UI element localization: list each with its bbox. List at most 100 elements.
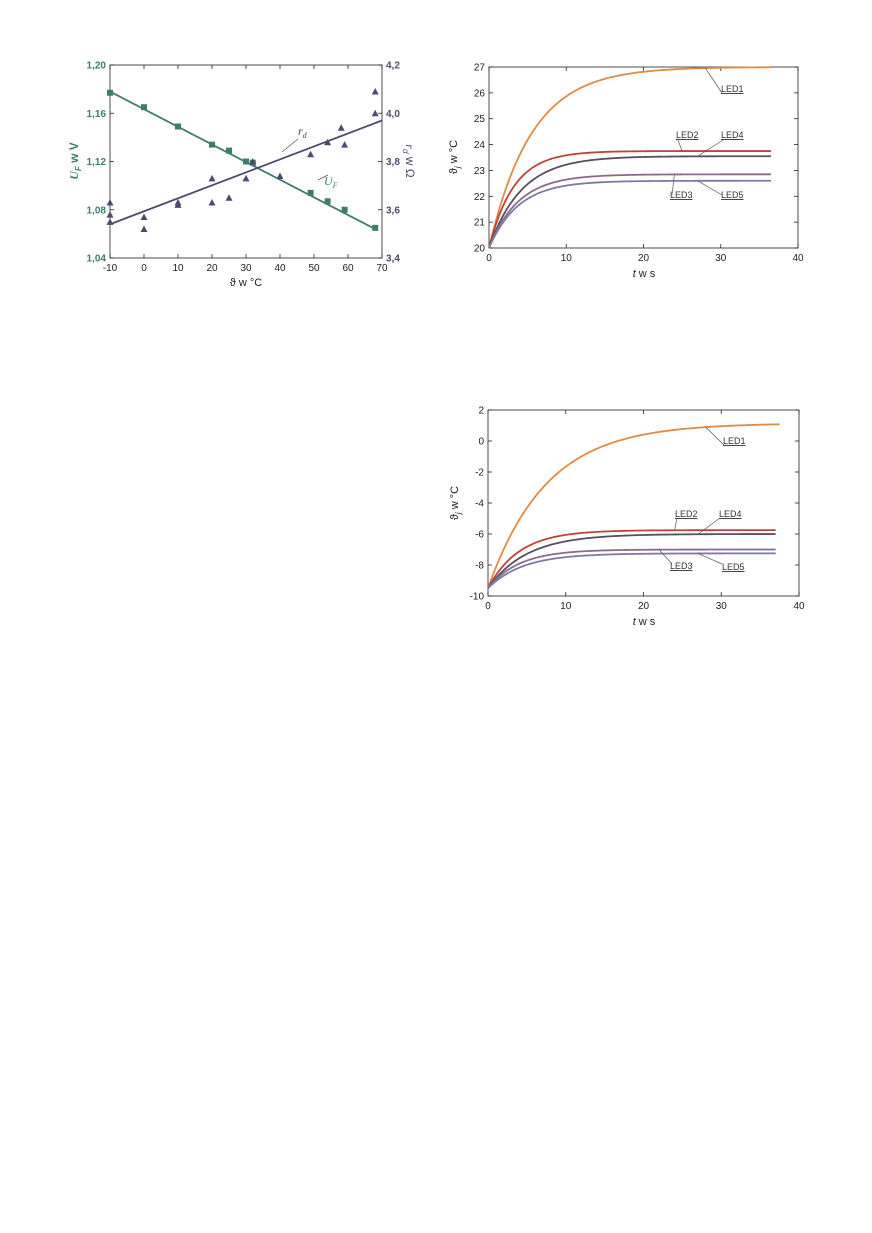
- y-left-tick-label: 1,04: [87, 254, 107, 265]
- rd-data-point: [341, 141, 349, 148]
- y-tick-label: 26: [474, 88, 486, 99]
- rd-data-point: [106, 218, 114, 225]
- y-tick-label: -4: [475, 499, 484, 510]
- uf-data-point: [372, 224, 379, 231]
- label-leader-led2: [674, 517, 678, 531]
- x-tick-label: 0: [485, 601, 491, 612]
- uf-data-point: [209, 141, 215, 148]
- x-tick-label: 50: [308, 263, 320, 274]
- rd-curve-label: rd: [298, 124, 308, 140]
- x-tick-label: 20: [638, 253, 650, 264]
- y-tick-label: 23: [474, 166, 486, 177]
- series-label-led5: LED5: [721, 190, 744, 200]
- series-label-led3: LED3: [670, 561, 693, 571]
- rd-data-point: [324, 138, 332, 146]
- x-tick-label: 40: [274, 263, 286, 274]
- junction-temperature-chart-warm: 0 10 20 30 40 20 21 22 23 24 25 26 27 LED1 LED2 LED4 LE…: [448, 63, 804, 281]
- rd-data-point: [337, 124, 345, 131]
- series-line-led4: [488, 155, 771, 249]
- rd-data-point: [208, 174, 216, 182]
- x-tick-label: 10: [561, 253, 573, 264]
- y-tick-label: 21: [474, 218, 486, 229]
- y-right-tick-label: 4,2: [386, 61, 400, 72]
- plot-frame: [487, 409, 800, 597]
- series-line-led5: [488, 179, 771, 249]
- rd-data-point: [140, 213, 148, 220]
- series-label-led5: LED5: [722, 562, 745, 572]
- forward-voltage-resistance-chart: -10 0 10 20 30 40 50 60 70 1,04 1,08 1,12 1,16 1,20 3,…: [67, 61, 417, 290]
- x-tick-label: 70: [376, 263, 388, 274]
- uf-data-point: [226, 147, 232, 154]
- rd-data-point: [242, 174, 250, 182]
- y-tick-label: 20: [474, 244, 486, 255]
- series-line-led3: [488, 173, 771, 249]
- y-axis-label: ϑj w °C: [449, 486, 463, 520]
- x-tick-label: 30: [715, 253, 727, 264]
- y-tick-label: -2: [475, 468, 484, 479]
- series-line-led2: [488, 150, 771, 249]
- series-label-led1: LED1: [723, 436, 746, 446]
- series-line-led3: [487, 548, 776, 589]
- y-axis-right-label: rd w Ω: [401, 144, 417, 177]
- label-leader-led3: [658, 549, 673, 565]
- x-axis-label: ϑ w °C: [230, 277, 262, 289]
- label-leader-led1: [705, 67, 723, 94]
- y-left-tick-label: 1,12: [87, 157, 107, 168]
- uf-data-point: [141, 104, 147, 111]
- rd-data-point: [106, 211, 114, 218]
- series-label-led2: LED2: [675, 509, 698, 519]
- rd-data-point: [249, 158, 257, 165]
- y-tick-label: -6: [475, 530, 484, 541]
- y-tick-label: 0: [478, 437, 484, 448]
- uf-data-point: [324, 198, 331, 205]
- uf-data-point: [307, 189, 314, 196]
- y-right-tick-label: 3,4: [386, 254, 400, 265]
- x-axis-label: t w s: [633, 616, 656, 628]
- rd-data-point: [225, 194, 233, 201]
- rd-label-leader: [281, 138, 299, 153]
- y-right-tick-label: 3,6: [386, 205, 400, 216]
- y-tick-label: 24: [474, 140, 486, 151]
- x-tick-label: 30: [240, 263, 252, 274]
- x-tick-label: 0: [141, 263, 147, 274]
- uf-data-point: [107, 89, 113, 96]
- series-label-led3: LED3: [670, 190, 693, 200]
- rd-data-point: [371, 109, 379, 117]
- x-axis-label: t w s: [633, 268, 656, 280]
- fit-line-rd: [109, 119, 383, 226]
- uf-label-leader: [317, 174, 329, 181]
- x-tick-label: 60: [342, 263, 354, 274]
- rd-data-point: [307, 150, 315, 158]
- x-tick-label: 10: [560, 601, 572, 612]
- series-label-led2: LED2: [676, 130, 699, 140]
- label-leader-led3: [671, 174, 675, 196]
- y-right-tick-label: 4,0: [386, 109, 400, 120]
- label-leader-led4: [697, 517, 721, 535]
- x-tick-label: 10: [172, 263, 184, 274]
- x-tick-label: 20: [638, 601, 650, 612]
- fit-line-uf: [109, 90, 376, 230]
- y-tick-label: -8: [475, 561, 484, 572]
- series-line-led4: [487, 533, 776, 589]
- series-label-led1: LED1: [721, 84, 744, 94]
- rd-data-point: [174, 199, 182, 206]
- x-tick-label: 40: [792, 253, 804, 264]
- y-axis-label: ϑj w °C: [448, 140, 462, 174]
- series-line-led2: [487, 529, 776, 589]
- junction-temperature-chart-cold: 0 10 20 30 40 -10 -8 -6 -4 -2 0 2 LED1 LED2 LED4 LED3 L…: [449, 406, 805, 629]
- label-leader-led2: [677, 139, 683, 152]
- series-label-led4: LED4: [721, 130, 744, 140]
- rd-data-point: [276, 172, 284, 179]
- x-tick-label: -10: [103, 263, 118, 274]
- rd-data-point: [140, 225, 148, 233]
- series-line-led1: [488, 66, 771, 249]
- label-leader-led5: [697, 553, 723, 565]
- rd-data-point: [208, 199, 216, 206]
- series-line-led1: [487, 423, 780, 589]
- x-tick-label: 40: [793, 601, 805, 612]
- y-left-tick-label: 1,20: [87, 61, 107, 72]
- label-leader-led1: [705, 426, 725, 446]
- uf-data-point: [243, 158, 249, 165]
- y-tick-label: 22: [474, 192, 486, 203]
- y-tick-label: -10: [470, 592, 485, 603]
